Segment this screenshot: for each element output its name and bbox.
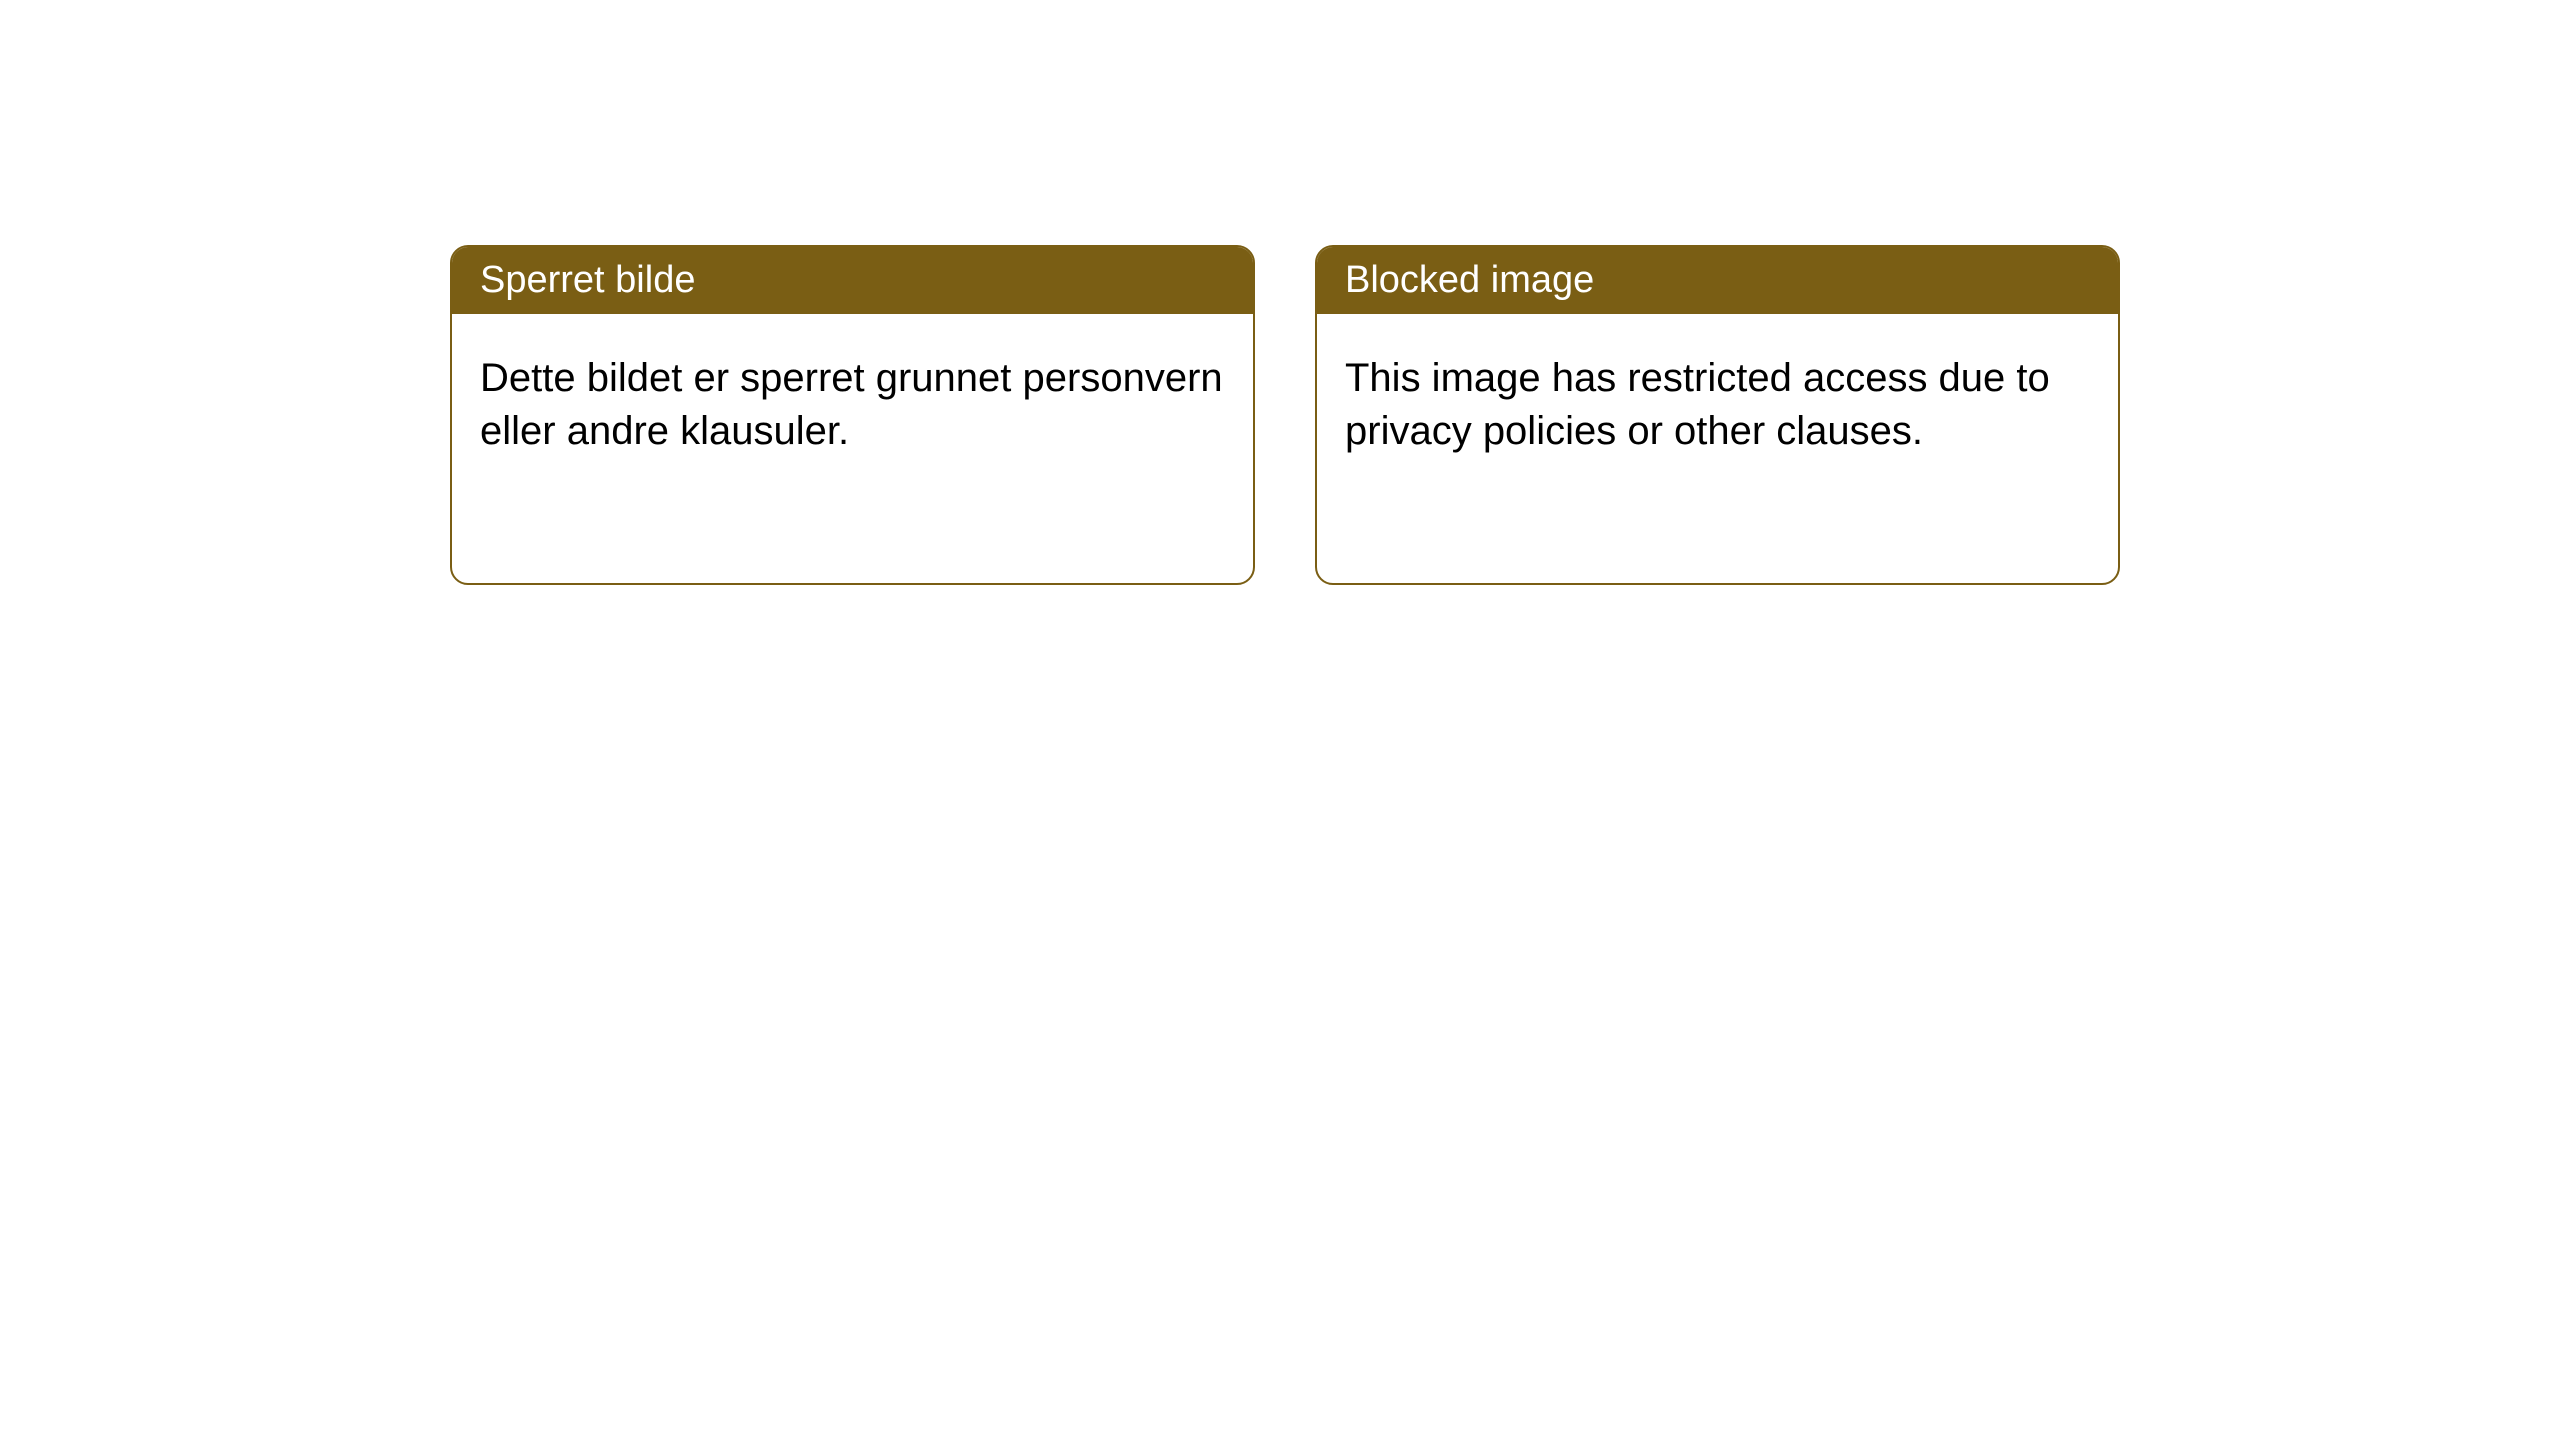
blocked-image-card-en: Blocked image This image has restricted … (1315, 245, 2120, 585)
card-body: This image has restricted access due to … (1317, 314, 2118, 496)
card-body: Dette bildet er sperret grunnet personve… (452, 314, 1253, 496)
blocked-image-card-no: Sperret bilde Dette bildet er sperret gr… (450, 245, 1255, 585)
card-header: Blocked image (1317, 247, 2118, 314)
card-title: Sperret bilde (480, 259, 695, 301)
card-body-text: This image has restricted access due to … (1345, 356, 2050, 453)
card-title: Blocked image (1345, 259, 1594, 301)
card-header: Sperret bilde (452, 247, 1253, 314)
card-body-text: Dette bildet er sperret grunnet personve… (480, 356, 1223, 453)
notice-card-container: Sperret bilde Dette bildet er sperret gr… (0, 0, 2560, 585)
